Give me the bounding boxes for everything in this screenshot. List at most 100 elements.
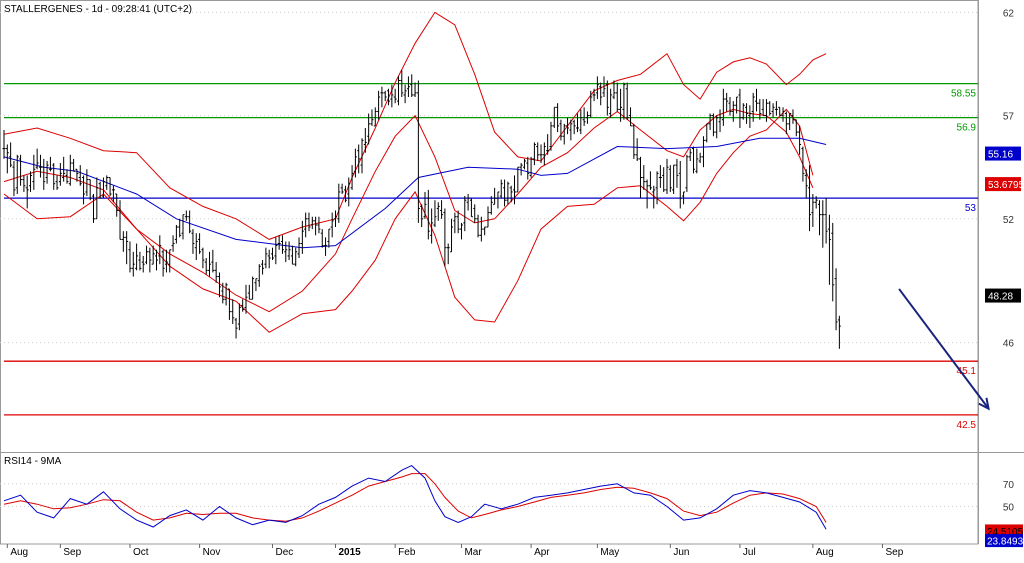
ohlc-bar <box>778 106 782 117</box>
ohlc-bar <box>632 123 636 159</box>
ohlc-bar <box>579 109 583 135</box>
ohlc-bar <box>582 107 586 126</box>
value-tag-bg <box>985 177 1021 192</box>
x-tick-label: Jul <box>743 547 756 558</box>
rsi-panel-label: RSI14 - 9MA <box>4 456 62 467</box>
ohlc-bar <box>367 113 371 145</box>
ohlc-bar <box>745 103 749 124</box>
ohlc-bar <box>380 86 384 108</box>
ohlc-bar <box>698 152 702 164</box>
x-tick-label: Dec <box>276 547 294 558</box>
ohlc-bar <box>625 82 629 120</box>
ohlc-bar <box>423 191 427 219</box>
ohlc-bar <box>788 113 792 131</box>
ohlc-bar <box>801 146 805 182</box>
ohlc-bar <box>300 220 304 254</box>
ohlc-bar <box>609 88 613 118</box>
ohlc-bar <box>784 111 788 135</box>
ohlc-bar <box>254 278 258 292</box>
ohlc-bar <box>224 282 228 306</box>
ohlc-bar <box>678 160 682 209</box>
ohlc-bar <box>817 200 821 236</box>
ohlc-bar <box>45 160 49 184</box>
ohlc-bar <box>373 107 377 127</box>
level-label: 45.1 <box>957 366 977 377</box>
ohlc-bar <box>513 175 517 205</box>
ohlc-bar <box>280 235 284 254</box>
x-tick-label: Oct <box>133 547 149 558</box>
ohlc-bar <box>42 158 46 190</box>
level-label: 42.5 <box>957 420 977 431</box>
ohlc-bar <box>121 231 125 252</box>
ohlc-bar <box>234 317 238 339</box>
ohlc-bar <box>271 247 275 261</box>
ohlc-bar <box>599 82 603 106</box>
ohlc-bar <box>602 76 606 98</box>
x-tick-label: Mar <box>464 547 482 558</box>
ohlc-bar <box>101 177 105 199</box>
ohlc-bar <box>198 233 202 254</box>
ohlc-bar <box>413 82 417 98</box>
ohlc-bar <box>151 245 155 265</box>
price-tick-label: 46 <box>1003 339 1015 350</box>
level-label: 53 <box>965 203 977 214</box>
ohlc-bar <box>692 146 696 174</box>
ohlc-bar <box>519 163 523 176</box>
ohlc-bar <box>231 299 235 325</box>
ohlc-bar <box>12 160 16 197</box>
ohlc-bar <box>735 96 739 114</box>
ohlc-bar <box>277 235 281 250</box>
ohlc-bar <box>290 245 294 265</box>
bollinger-upper-line <box>3 11 827 240</box>
ohlc-bar <box>711 113 715 137</box>
ohlc-bar <box>645 179 649 209</box>
ohlc-bar <box>244 284 248 314</box>
ohlc-bar <box>605 80 609 116</box>
ohlc-bar <box>171 235 175 252</box>
ohlc-bar <box>814 196 818 209</box>
ohlc-bar <box>529 156 533 178</box>
down-arrow-line <box>898 288 990 410</box>
chart-title: STALLERGENES - 1d - 09:28:41 (UTC+2) <box>4 4 192 15</box>
ohlc-bar <box>145 245 149 265</box>
ohlc-bar <box>264 247 268 269</box>
ohlc-bar <box>536 142 540 161</box>
ohlc-bar <box>158 235 162 265</box>
ohlc-bar <box>741 103 745 120</box>
ohlc-bar <box>559 119 563 141</box>
ohlc-bar <box>615 82 619 112</box>
ohlc-bar <box>261 260 265 275</box>
level-label: 56.9 <box>957 123 977 134</box>
ohlc-bar <box>131 251 135 277</box>
ohlc-bar <box>662 167 666 192</box>
ohlc-bar <box>629 107 633 127</box>
ohlc-bar <box>396 76 400 106</box>
ohlc-bar <box>416 80 420 223</box>
ohlc-bar <box>383 90 387 102</box>
ohlc-bar <box>648 171 652 190</box>
ohlc-bar <box>635 138 639 161</box>
ohlc-bar <box>135 243 139 271</box>
plot-frame <box>0 0 979 545</box>
rsi-tick-label: 50 <box>1003 503 1015 514</box>
ohlc-bar <box>526 156 530 180</box>
ohlc-bar <box>827 214 831 285</box>
ohlc-bar <box>516 166 520 193</box>
ohlc-bar <box>360 138 364 174</box>
rsi-value-tag-bg <box>985 534 1023 548</box>
ohlc-bar <box>393 88 397 104</box>
rsi-ma9-line <box>3 473 827 523</box>
ohlc-bar <box>241 299 245 312</box>
ohlc-bar <box>334 210 337 228</box>
ohlc-bar <box>237 303 241 331</box>
ohlc-bar <box>473 204 477 223</box>
ohlc-bar <box>178 218 182 238</box>
ohlc-bar <box>798 125 802 155</box>
ohlc-bar <box>164 249 168 273</box>
ohlc-bar <box>330 212 334 238</box>
ohlc-bar <box>48 156 52 172</box>
ohlc-bar <box>539 144 543 164</box>
ohlc-bar <box>181 214 185 240</box>
bollinger-lower-line <box>3 108 814 333</box>
ohlc-bar <box>715 115 719 139</box>
